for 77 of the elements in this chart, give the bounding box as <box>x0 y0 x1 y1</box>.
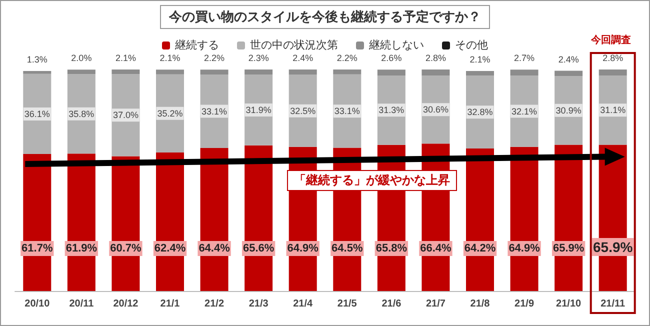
bar <box>23 71 52 74</box>
data-label: 64.2% <box>464 242 496 254</box>
data-label: 31.1% <box>600 105 626 116</box>
data-label: 35.2% <box>157 108 183 118</box>
bar <box>466 71 494 76</box>
data-label: 2.1% <box>115 52 136 63</box>
bar <box>554 70 583 76</box>
data-label: 2.6% <box>381 53 402 64</box>
data-label: 2.7% <box>514 53 535 64</box>
data-label: 60.7% <box>110 242 142 254</box>
bar <box>288 69 317 75</box>
data-label: 2.2% <box>336 52 358 63</box>
data-label: 2.8% <box>425 52 446 63</box>
x-tick-label: 20/10 <box>24 298 50 310</box>
legend-label: 世の中の状況次第 <box>250 38 338 52</box>
x-tick-label: 21/11 <box>600 298 626 310</box>
data-label: 2.0% <box>71 53 92 64</box>
bar <box>377 70 406 76</box>
data-label: 65.9% <box>593 239 634 255</box>
x-tick-label: 20/12 <box>113 298 139 310</box>
data-label: 31.3% <box>378 105 404 116</box>
x-tick-label: 21/6 <box>382 298 402 310</box>
data-label: 62.4% <box>154 242 186 254</box>
data-label: 2.1% <box>160 53 180 64</box>
legend-label: 継続しない <box>368 38 424 52</box>
data-label: 2.4% <box>292 52 314 63</box>
data-label: 64.4% <box>198 242 230 254</box>
data-label: 32.5% <box>290 106 316 116</box>
data-label: 30.9% <box>556 105 582 116</box>
bar <box>333 69 362 74</box>
data-label: 2.4% <box>558 54 579 64</box>
bar <box>112 69 140 74</box>
data-label: 66.4% <box>420 242 452 254</box>
x-tick-label: 21/8 <box>470 298 490 310</box>
x-tick-label: 21/7 <box>426 298 446 310</box>
bar <box>67 70 96 74</box>
data-label: 32.1% <box>512 106 538 116</box>
data-label: 37.0% <box>112 110 138 120</box>
data-label: 61.7% <box>22 242 53 254</box>
data-label: 35.8% <box>68 108 94 119</box>
x-tick-label: 20/11 <box>69 298 94 310</box>
data-label: 2.2% <box>204 53 225 64</box>
data-label: 2.3% <box>248 52 269 63</box>
data-label: 33.1% <box>334 106 360 116</box>
x-tick-label: 21/10 <box>556 298 582 310</box>
x-tick-label: 21/4 <box>293 298 314 310</box>
bar <box>598 69 627 76</box>
data-label: 65.9% <box>552 242 584 254</box>
bar <box>422 69 450 76</box>
annotation: 「継続する」が緩やかな上昇 <box>287 170 458 191</box>
data-label: 64.5% <box>332 242 363 254</box>
data-label: 30.6% <box>422 104 448 115</box>
bar <box>156 70 184 74</box>
x-tick-label: 21/9 <box>514 298 534 310</box>
data-label: 65.8% <box>376 242 408 254</box>
legend-label: 継続する <box>174 38 219 52</box>
data-label: 64.9% <box>508 242 540 254</box>
legend-label: その他 <box>455 40 488 52</box>
bar <box>200 70 228 75</box>
data-label: 64.9% <box>287 242 319 254</box>
x-tick-label: 21/5 <box>337 298 358 310</box>
data-label: 1.3% <box>26 54 48 64</box>
text: 今回調査 <box>590 33 631 47</box>
data-label: 32.8% <box>467 107 493 118</box>
data-label: 33.1% <box>202 106 228 116</box>
data-label: 36.1% <box>24 108 50 119</box>
bar <box>244 69 273 75</box>
data-label: 2.8% <box>602 52 624 63</box>
data-label: 2.1% <box>470 54 490 64</box>
chart-title: 今の買い物のスタイルを今後も継続する予定ですか？ <box>160 5 490 29</box>
data-label: 61.9% <box>66 242 98 254</box>
x-tick-label: 21/1 <box>160 298 180 310</box>
bar <box>510 70 538 76</box>
data-label: 65.6% <box>242 242 274 254</box>
data-label: 31.9% <box>246 104 272 115</box>
x-tick-label: 21/2 <box>204 298 224 310</box>
x-tick-label: 21/3 <box>248 298 269 310</box>
